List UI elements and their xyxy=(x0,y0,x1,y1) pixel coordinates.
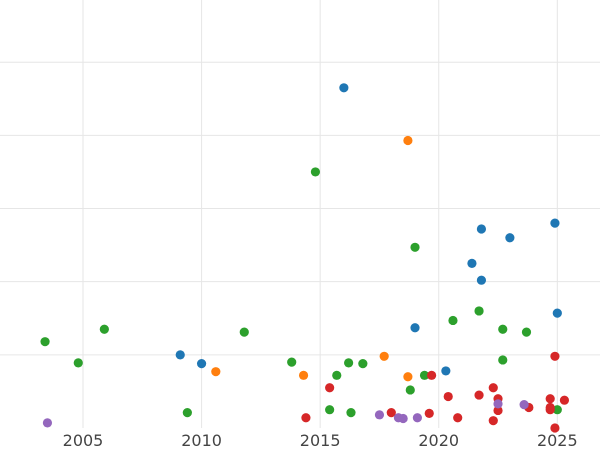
data-point xyxy=(339,83,349,93)
data-point xyxy=(498,355,508,365)
data-point xyxy=(379,351,389,361)
data-point xyxy=(99,324,109,334)
data-point xyxy=(403,135,413,146)
data-point xyxy=(493,405,503,416)
series-2 xyxy=(40,167,562,418)
data-point xyxy=(175,350,185,360)
data-point xyxy=(498,324,508,334)
data-point xyxy=(519,399,529,410)
data-point xyxy=(358,359,368,369)
data-point xyxy=(332,370,342,380)
data-point xyxy=(301,413,311,423)
series-1 xyxy=(211,135,413,382)
data-point xyxy=(73,358,83,368)
series-3 xyxy=(301,351,570,433)
data-point xyxy=(505,233,515,243)
data-point xyxy=(410,323,420,333)
data-point xyxy=(344,358,354,368)
data-point xyxy=(398,413,408,424)
data-point xyxy=(550,351,560,361)
data-point xyxy=(488,416,498,426)
data-point xyxy=(419,370,430,380)
data-point xyxy=(346,408,356,418)
data-point xyxy=(443,391,453,402)
x-tick-labels: 2005 2010 2015 2020 2025 xyxy=(63,431,578,450)
data-point xyxy=(211,367,221,377)
data-point xyxy=(476,275,487,285)
grid-layer xyxy=(0,0,600,428)
data-point xyxy=(493,399,503,409)
data-point xyxy=(441,366,451,376)
data-point xyxy=(386,408,396,418)
data-point xyxy=(325,405,335,415)
data-point xyxy=(410,242,420,252)
data-point xyxy=(42,418,53,428)
x-tick-label: 2005 xyxy=(63,431,104,450)
data-point xyxy=(521,327,532,337)
data-point xyxy=(424,408,434,418)
data-point xyxy=(182,408,192,418)
data-point xyxy=(474,390,484,400)
data-point xyxy=(239,327,249,337)
x-tick-label: 2025 xyxy=(537,431,578,450)
data-point xyxy=(405,385,415,395)
series-0 xyxy=(175,83,562,376)
data-point xyxy=(448,315,458,326)
data-point xyxy=(550,423,560,433)
data-point xyxy=(310,167,321,177)
data-point xyxy=(467,258,477,268)
x-tick-label: 2010 xyxy=(181,431,222,450)
x-tick-label: 2020 xyxy=(418,431,459,450)
data-point xyxy=(552,308,562,318)
data-point xyxy=(550,218,560,228)
data-point xyxy=(488,383,498,393)
data-point xyxy=(552,405,562,415)
data-point xyxy=(196,359,207,369)
series-4 xyxy=(42,399,529,428)
data-point xyxy=(559,395,570,405)
data-point xyxy=(298,370,309,380)
x-tick-label: 2015 xyxy=(300,431,341,450)
points-layer xyxy=(40,83,570,433)
data-point xyxy=(287,357,297,367)
data-point xyxy=(545,394,555,404)
data-point xyxy=(325,383,335,393)
data-point xyxy=(40,337,50,347)
data-point xyxy=(412,413,422,423)
data-point xyxy=(403,372,413,382)
data-point xyxy=(545,402,555,413)
data-point xyxy=(374,410,385,420)
data-point xyxy=(474,306,484,316)
data-point xyxy=(476,224,487,234)
data-point xyxy=(427,370,437,380)
data-point xyxy=(453,413,463,423)
